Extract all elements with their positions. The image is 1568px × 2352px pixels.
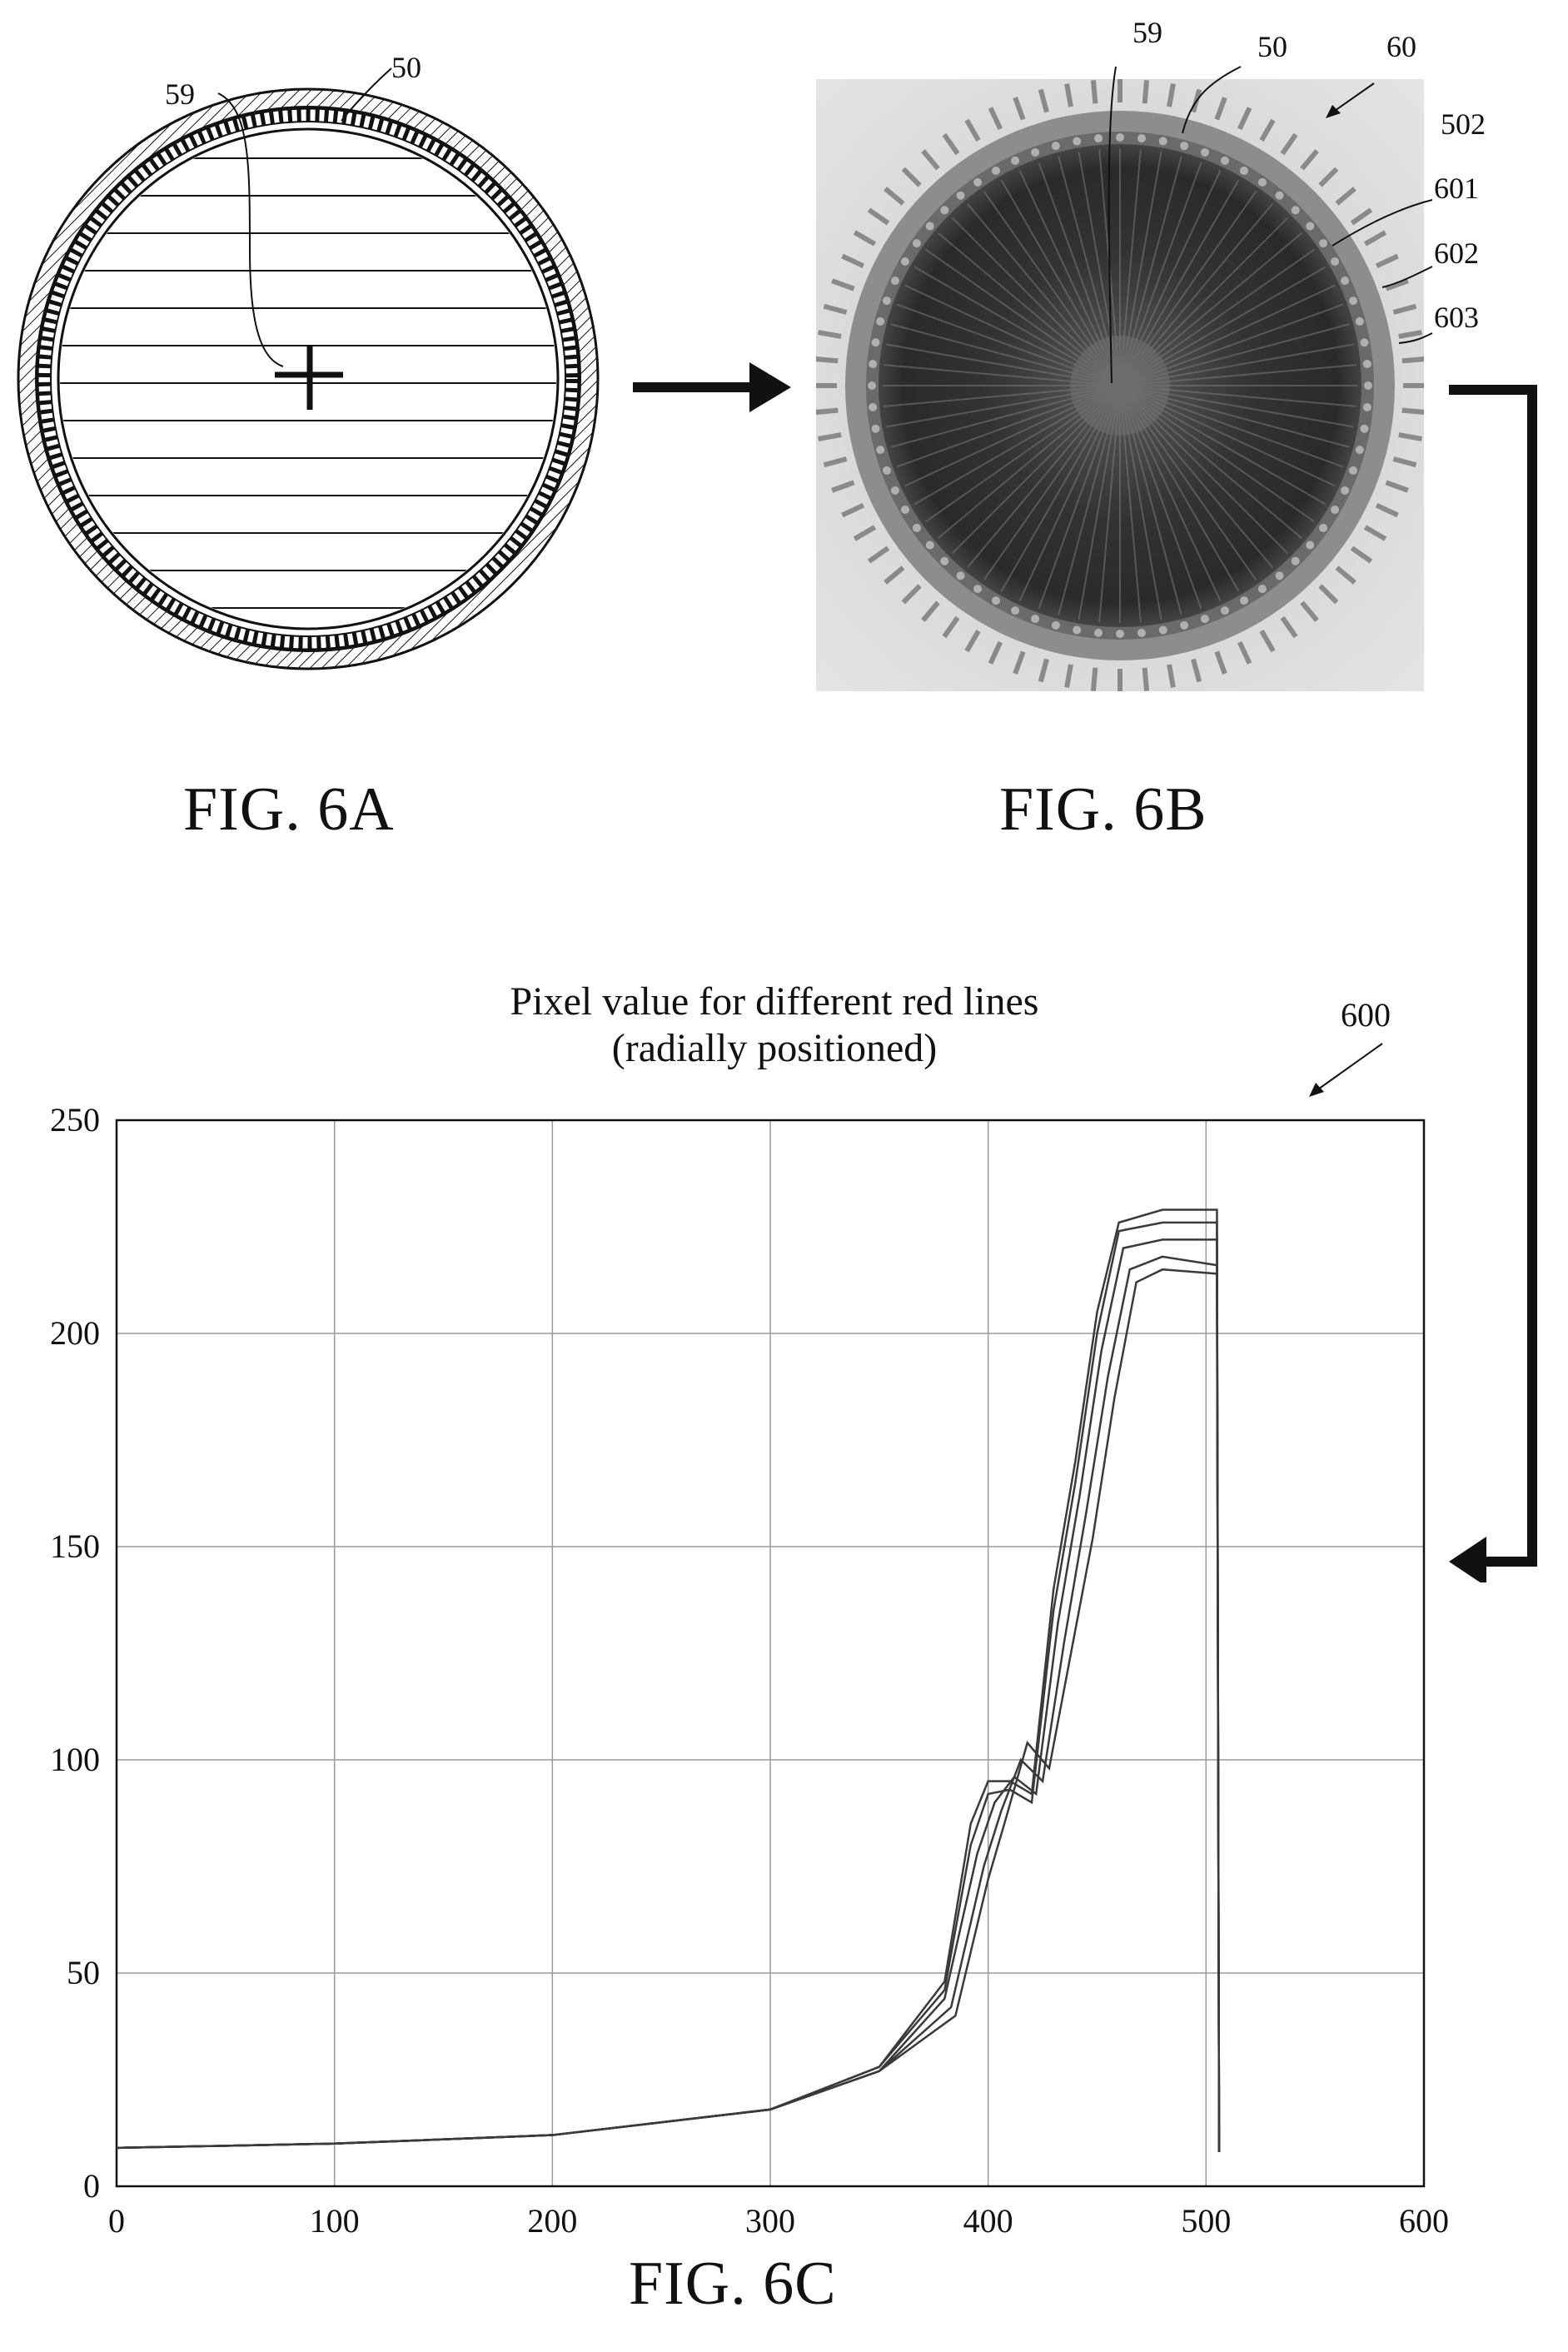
x-tick-label: 300: [745, 2202, 795, 2240]
y-tick-label: 150: [50, 1527, 100, 1565]
x-tick-label: 0: [108, 2202, 125, 2240]
fig-6b-label-601: 601: [1434, 172, 1479, 205]
x-tick-label: 600: [1399, 2202, 1449, 2240]
arrow-6a-to-6b: [633, 362, 791, 412]
fig-6c-ref-arrow: [1309, 1043, 1383, 1097]
fig-6c-caption: FIG. 6C: [629, 2250, 837, 2318]
chart-title-block: Pixel value for different red lines (rad…: [358, 979, 1191, 1072]
fig-6a-caption: FIG. 6A: [183, 775, 395, 844]
plot-frame: [115, 1119, 1426, 2188]
fig-6b-label-59: 59: [1132, 16, 1162, 49]
fig-6b-label-603: 603: [1434, 301, 1479, 334]
x-tick-label: 200: [527, 2202, 577, 2240]
fig-6a-drawing: [17, 67, 600, 670]
striped-ring: [36, 107, 580, 651]
fig-6c-label-600: 600: [1341, 996, 1391, 1034]
y-tick-label: 250: [50, 1101, 100, 1139]
fig-6b-leaders: [1108, 66, 1433, 383]
x-tick-label: 500: [1181, 2202, 1231, 2240]
chart-subtitle: (radially positioned): [611, 1026, 938, 1070]
series-line-5: [116, 1268, 1221, 2153]
fig-6a-label-50: 50: [391, 51, 421, 84]
series-line-4: [116, 1255, 1221, 2153]
series-line-2: [116, 1221, 1221, 2153]
fig-6b-label-502: 502: [1441, 107, 1486, 141]
fig-6b-caption: FIG. 6B: [999, 775, 1207, 844]
fig-6b-label-60: 60: [1386, 30, 1416, 63]
y-tick-label: 50: [67, 1954, 100, 1991]
fig-6b-photo: [816, 79, 1424, 691]
arrow-6b-to-6c: [1449, 385, 1537, 1582]
y-tick-label: 100: [50, 1741, 100, 1778]
chart-title: Pixel value for different red lines: [510, 979, 1039, 1024]
x-tick-label: 100: [310, 2202, 360, 2240]
series-line-3: [116, 1238, 1221, 2153]
pixel-value-chart: 0 100 200 300 400 500 600 0 50 100 150 200 250: [50, 1101, 1449, 2240]
fig-6b-label-50: 50: [1257, 30, 1287, 63]
fig-6b-label-602: 602: [1434, 237, 1479, 270]
series-line-1: [116, 1208, 1221, 2153]
y-tick-label: 200: [50, 1314, 100, 1352]
fig-6a-label-59: 59: [165, 77, 195, 111]
x-tick-label: 400: [963, 2202, 1013, 2240]
y-tick-label: 0: [83, 2167, 100, 2205]
